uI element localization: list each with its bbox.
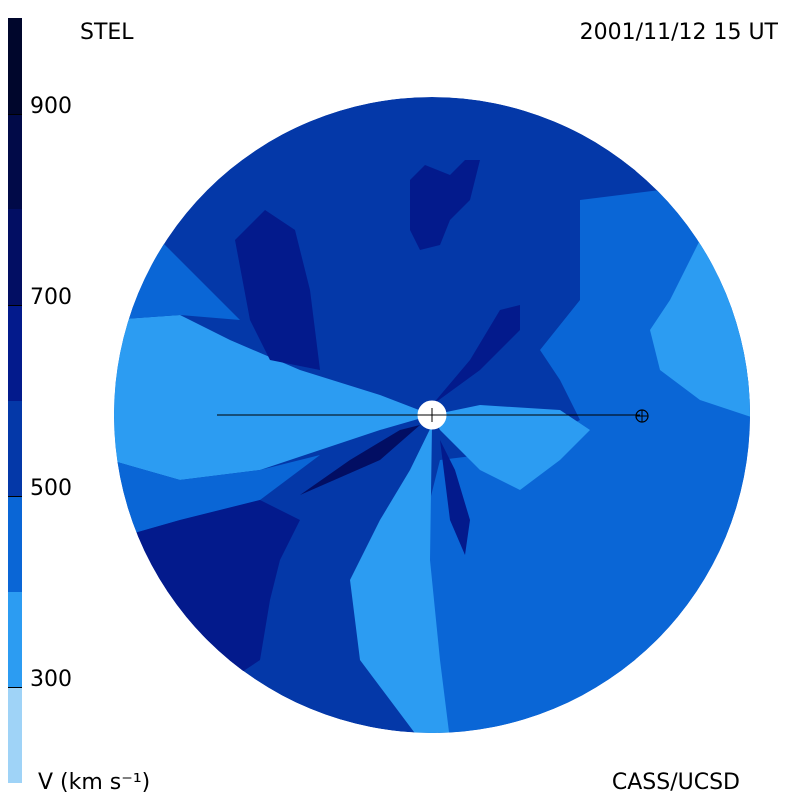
colorbar-tick-mark [8, 304, 22, 306]
colorbar-band [8, 687, 22, 783]
velocity-streak-2 [235, 210, 320, 370]
colorbar-tick-mark [8, 496, 22, 498]
velocity-streak-5 [440, 440, 470, 555]
velocity-streak-1 [410, 160, 480, 250]
colorbar-unit-label: V (km s⁻¹) [38, 770, 151, 795]
velocity-region-left-lower [114, 455, 320, 540]
colorbar-band [8, 591, 22, 688]
velocity-region-right-lobe [650, 240, 750, 420]
earth-icon [635, 409, 649, 423]
timestamp-label: 2001/11/12 15 UT [579, 20, 778, 45]
colorbar-band [8, 113, 22, 210]
colorbar-tick-label: 900 [30, 93, 72, 119]
velocity-region-equator-right [432, 405, 590, 490]
velocity-colorbar [8, 18, 22, 783]
colorbar-band [8, 209, 22, 305]
spacecraft-label: STEL [80, 20, 134, 45]
colorbar-tick-label: 300 [30, 667, 72, 693]
colorbar-band [8, 18, 22, 114]
colorbar-band [8, 496, 22, 592]
colorbar-tick-label: 700 [30, 284, 72, 310]
velocity-region-lower-center [350, 425, 450, 733]
velocity-streak-4 [300, 425, 420, 495]
colorbar-tick-mark [8, 113, 22, 115]
colorbar-band [8, 400, 22, 497]
colorbar-band [8, 304, 22, 401]
colorbar-tick-label: 500 [30, 476, 72, 502]
credit-label: CASS/UCSD [611, 770, 740, 795]
colorbar-tick-mark [8, 687, 22, 689]
velocity-region-left-band [114, 315, 432, 480]
velocity-streak-3 [432, 305, 520, 405]
